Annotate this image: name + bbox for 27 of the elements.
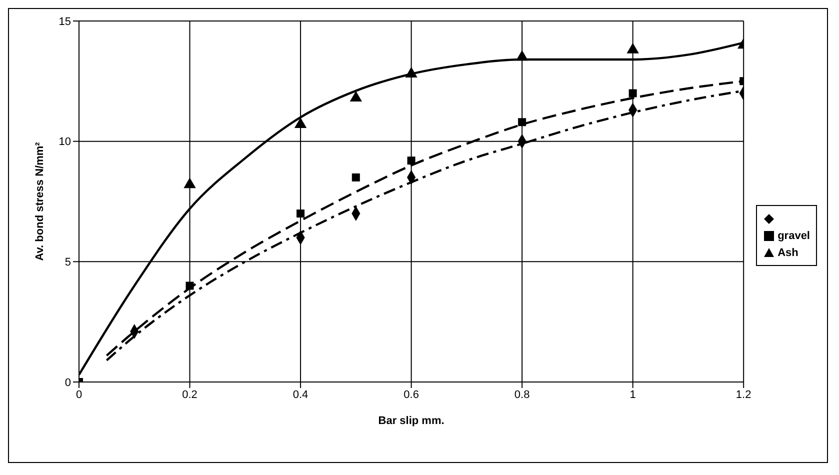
point — [294, 117, 307, 128]
x-tick-label: 1 — [630, 388, 636, 401]
x-tick-label: 0.4 — [292, 388, 308, 401]
legend-label: Ash — [778, 246, 798, 258]
x-tick-label: 0.8 — [514, 388, 530, 401]
point — [186, 282, 194, 290]
x-tick-label: 0.6 — [404, 388, 419, 401]
y-tick-label: 5 — [64, 256, 71, 269]
point — [518, 118, 526, 126]
x-tick-label: 0 — [76, 388, 82, 401]
point — [516, 50, 528, 61]
x-tick-label: 1.2 — [736, 388, 752, 401]
legend-label: gravel — [778, 230, 810, 242]
y-tick-label: 15 — [58, 16, 71, 28]
y-axis-title: Av. bond stress N/mm² — [34, 142, 46, 261]
point — [350, 90, 362, 102]
point — [296, 210, 305, 218]
x-axis-title: Bar slip mm. — [378, 415, 444, 427]
point — [407, 156, 416, 165]
point — [628, 89, 637, 98]
point — [352, 173, 360, 182]
point — [405, 66, 418, 78]
point — [626, 42, 639, 54]
point — [184, 178, 196, 188]
y-tick-label: 10 — [58, 136, 71, 148]
y-tick-label: 0 — [64, 376, 71, 389]
x-tick-label: 0.2 — [182, 388, 198, 401]
